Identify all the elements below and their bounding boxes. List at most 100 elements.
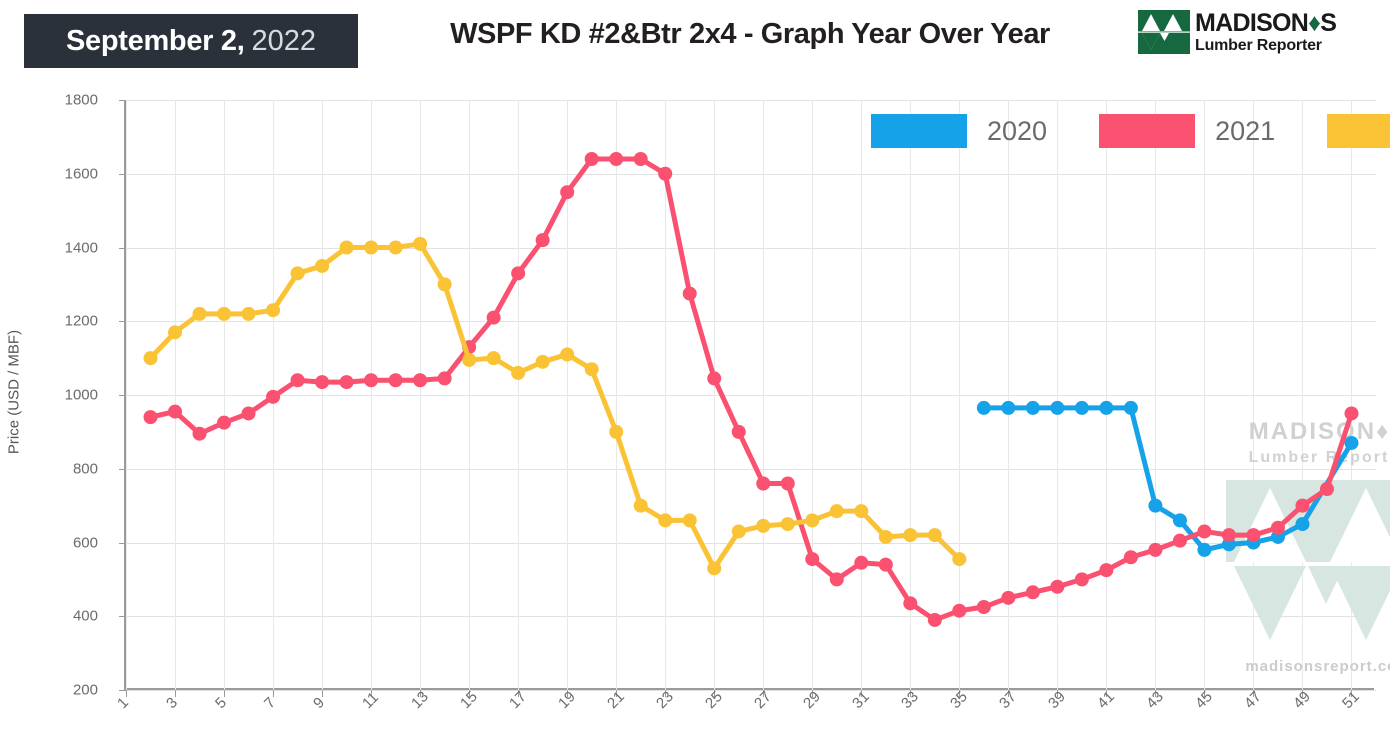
data-point[interactable] bbox=[1295, 498, 1310, 513]
data-point[interactable] bbox=[266, 303, 281, 318]
data-point[interactable] bbox=[1123, 400, 1138, 415]
data-point[interactable] bbox=[633, 152, 648, 166]
data-point[interactable] bbox=[1148, 542, 1163, 557]
data-point[interactable] bbox=[829, 572, 844, 587]
data-point[interactable] bbox=[1172, 533, 1187, 548]
data-point[interactable] bbox=[976, 600, 991, 615]
data-point[interactable] bbox=[1074, 572, 1089, 587]
data-point[interactable] bbox=[1123, 550, 1138, 565]
data-point[interactable] bbox=[878, 557, 893, 572]
data-point[interactable] bbox=[388, 373, 403, 388]
data-point[interactable] bbox=[731, 524, 746, 539]
data-point[interactable] bbox=[486, 310, 501, 325]
data-point[interactable] bbox=[339, 375, 354, 390]
data-point[interactable] bbox=[437, 277, 452, 292]
data-point[interactable] bbox=[388, 240, 403, 255]
data-point[interactable] bbox=[878, 529, 893, 544]
data-point[interactable] bbox=[1050, 579, 1065, 594]
data-point[interactable] bbox=[805, 513, 820, 528]
data-point[interactable] bbox=[1074, 400, 1089, 415]
data-point[interactable] bbox=[584, 152, 599, 166]
data-point[interactable] bbox=[511, 365, 526, 380]
data-point[interactable] bbox=[682, 286, 697, 301]
data-point[interactable] bbox=[927, 528, 942, 543]
data-point[interactable] bbox=[437, 371, 452, 386]
data-point[interactable] bbox=[192, 426, 207, 441]
data-point[interactable] bbox=[731, 424, 746, 439]
data-point[interactable] bbox=[780, 517, 795, 532]
data-point[interactable] bbox=[756, 518, 771, 533]
data-point[interactable] bbox=[168, 325, 183, 340]
data-point[interactable] bbox=[854, 555, 869, 570]
data-point[interactable] bbox=[805, 552, 820, 567]
data-point[interactable] bbox=[217, 415, 232, 430]
gridline-vertical bbox=[1302, 100, 1304, 690]
data-point[interactable] bbox=[952, 552, 967, 567]
data-point[interactable] bbox=[217, 306, 232, 321]
data-point[interactable] bbox=[633, 498, 648, 513]
data-point[interactable] bbox=[511, 266, 526, 281]
data-point[interactable] bbox=[535, 233, 550, 248]
data-point[interactable] bbox=[315, 258, 330, 273]
legend-item-2021[interactable]: 2021 bbox=[1099, 114, 1275, 148]
data-point[interactable] bbox=[1148, 498, 1163, 513]
data-point[interactable] bbox=[1099, 563, 1114, 578]
data-point[interactable] bbox=[364, 240, 379, 255]
data-point[interactable] bbox=[290, 373, 305, 388]
madisons-logo: MADISON♦S Lumber Reporter bbox=[1138, 8, 1337, 56]
data-point[interactable] bbox=[266, 389, 281, 404]
data-point[interactable] bbox=[584, 362, 599, 377]
data-point[interactable] bbox=[1099, 400, 1114, 415]
data-point[interactable] bbox=[143, 351, 158, 366]
data-point[interactable] bbox=[413, 373, 428, 388]
data-point[interactable] bbox=[1197, 542, 1212, 557]
data-point[interactable] bbox=[682, 513, 697, 528]
data-point[interactable] bbox=[560, 185, 575, 200]
data-point[interactable] bbox=[241, 306, 256, 321]
data-point[interactable] bbox=[1025, 400, 1040, 415]
data-point[interactable] bbox=[339, 240, 354, 255]
data-point[interactable] bbox=[707, 561, 722, 576]
data-point[interactable] bbox=[1344, 435, 1359, 450]
data-point[interactable] bbox=[1270, 520, 1285, 535]
data-point[interactable] bbox=[1025, 585, 1040, 600]
data-point[interactable] bbox=[192, 306, 207, 321]
data-point[interactable] bbox=[854, 504, 869, 519]
data-point[interactable] bbox=[829, 504, 844, 519]
data-point[interactable] bbox=[462, 352, 477, 367]
data-point[interactable] bbox=[1295, 517, 1310, 532]
data-point[interactable] bbox=[1001, 400, 1016, 415]
data-point[interactable] bbox=[609, 424, 624, 439]
data-point[interactable] bbox=[780, 476, 795, 491]
data-point[interactable] bbox=[315, 375, 330, 390]
data-point[interactable] bbox=[976, 400, 991, 415]
data-point[interactable] bbox=[1050, 400, 1065, 415]
data-point[interactable] bbox=[1001, 590, 1016, 605]
data-point[interactable] bbox=[658, 513, 673, 528]
data-point[interactable] bbox=[364, 373, 379, 388]
data-point[interactable] bbox=[241, 406, 256, 421]
data-point[interactable] bbox=[486, 351, 501, 366]
data-point[interactable] bbox=[1246, 528, 1261, 543]
data-point[interactable] bbox=[1172, 513, 1187, 528]
data-point[interactable] bbox=[903, 596, 918, 611]
legend-item-2022[interactable]: 2022 bbox=[1327, 114, 1390, 148]
data-point[interactable] bbox=[1344, 406, 1359, 421]
data-point[interactable] bbox=[707, 371, 722, 386]
data-point[interactable] bbox=[413, 236, 428, 251]
data-point[interactable] bbox=[560, 347, 575, 362]
data-point[interactable] bbox=[1197, 524, 1212, 539]
data-point[interactable] bbox=[1319, 482, 1334, 497]
data-point[interactable] bbox=[952, 603, 967, 618]
data-point[interactable] bbox=[927, 612, 942, 627]
data-point[interactable] bbox=[168, 404, 183, 419]
data-point[interactable] bbox=[290, 266, 305, 281]
data-point[interactable] bbox=[609, 152, 624, 166]
data-point[interactable] bbox=[658, 166, 673, 181]
data-point[interactable] bbox=[903, 528, 918, 543]
legend-item-2020[interactable]: 2020 bbox=[871, 114, 1047, 148]
data-point[interactable] bbox=[1221, 528, 1236, 543]
data-point[interactable] bbox=[535, 354, 550, 369]
data-point[interactable] bbox=[756, 476, 771, 491]
data-point[interactable] bbox=[143, 410, 158, 425]
